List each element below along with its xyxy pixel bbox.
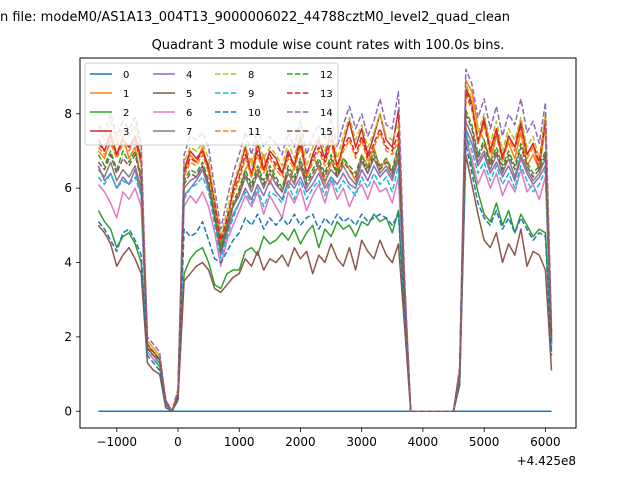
y-tick-label: 6	[64, 181, 72, 195]
legend-label-12: 12	[320, 70, 333, 81]
legend-label-5: 5	[186, 89, 192, 100]
chart-title: Quadrant 3 module wise count rates with …	[152, 38, 505, 53]
legend-label-4: 4	[186, 70, 192, 81]
legend-label-2: 2	[123, 108, 129, 119]
legend-label-0: 0	[123, 70, 129, 81]
x-tick-label: 2000	[285, 435, 316, 449]
legend-label-1: 1	[123, 89, 129, 100]
legend-label-7: 7	[186, 127, 192, 138]
series-line-9	[97, 131, 553, 413]
x-offset-label: +4.425e8	[517, 454, 576, 468]
legend-label-6: 6	[186, 108, 192, 119]
legend-label-3: 3	[123, 127, 129, 138]
legend-box	[84, 62, 339, 146]
legend-label-10: 10	[248, 108, 261, 119]
legend-label-11: 11	[248, 127, 261, 138]
x-tick-label: 6000	[530, 435, 561, 449]
x-tick-label: 0	[174, 435, 182, 449]
series-line-10	[97, 142, 553, 413]
y-tick-label: 0	[64, 404, 72, 418]
legend-label-9: 9	[248, 89, 254, 100]
y-tick-label: 8	[64, 107, 72, 121]
x-axis: −1000 0 1000 2000 3000 4000 5000 6000	[96, 428, 561, 449]
plot-frame	[79, 57, 577, 429]
series-line-8	[97, 83, 553, 413]
figure-suptitle: n file: modeM0/AS1A13_004T13_9000006022_…	[0, 10, 510, 25]
legend-label-13: 13	[320, 89, 333, 100]
series-line-14	[97, 68, 553, 413]
x-tick-label: 4000	[408, 435, 439, 449]
x-tick-label: −1000	[96, 435, 137, 449]
x-tick-label: 3000	[346, 435, 377, 449]
legend-label-8: 8	[248, 70, 254, 81]
legend-label-14: 14	[320, 108, 333, 119]
y-axis: 0 2 4 6 8	[64, 107, 80, 418]
series-line-15	[97, 113, 553, 413]
y-tick-label: 2	[64, 330, 72, 344]
series-layer	[97, 68, 553, 413]
legend-label-15: 15	[320, 127, 333, 138]
y-tick-label: 4	[64, 256, 72, 270]
x-tick-label: 5000	[469, 435, 500, 449]
x-tick-label: 1000	[224, 435, 255, 449]
series-line-2	[97, 131, 553, 413]
